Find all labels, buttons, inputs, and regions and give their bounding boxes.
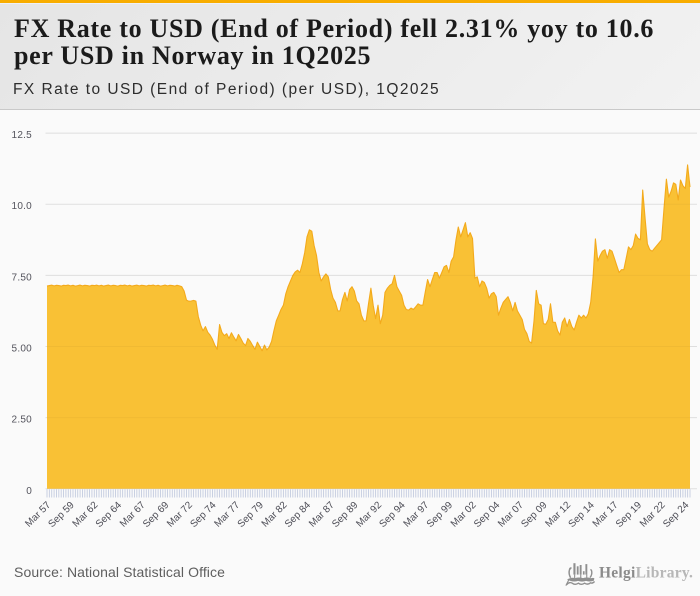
svg-text:5.00: 5.00 <box>12 344 33 355</box>
svg-text:Sep 79: Sep 79 <box>236 500 266 530</box>
svg-text:12.5: 12.5 <box>12 130 33 141</box>
svg-text:Sep 14: Sep 14 <box>567 500 597 530</box>
svg-text:Sep 84: Sep 84 <box>283 500 313 530</box>
svg-text:0: 0 <box>26 486 32 497</box>
svg-text:Sep 69: Sep 69 <box>141 500 171 530</box>
svg-text:Sep 59: Sep 59 <box>47 500 77 530</box>
svg-text:Sep 64: Sep 64 <box>94 500 124 530</box>
svg-text:Sep 04: Sep 04 <box>472 500 502 530</box>
svg-text:10.0: 10.0 <box>12 201 33 212</box>
svg-text:Sep 74: Sep 74 <box>188 500 218 530</box>
svg-text:Sep 19: Sep 19 <box>614 500 644 530</box>
svg-text:7.50: 7.50 <box>12 272 33 283</box>
svg-text:Sep 94: Sep 94 <box>378 500 408 530</box>
svg-text:Sep 09: Sep 09 <box>519 500 549 530</box>
svg-text:Sep 89: Sep 89 <box>330 500 360 530</box>
svg-text:2.50: 2.50 <box>12 415 33 426</box>
svg-text:Sep 99: Sep 99 <box>425 500 455 530</box>
svg-text:HelgiLibrary.: HelgiLibrary. <box>599 565 693 582</box>
svg-text:Sep 24: Sep 24 <box>661 500 691 530</box>
